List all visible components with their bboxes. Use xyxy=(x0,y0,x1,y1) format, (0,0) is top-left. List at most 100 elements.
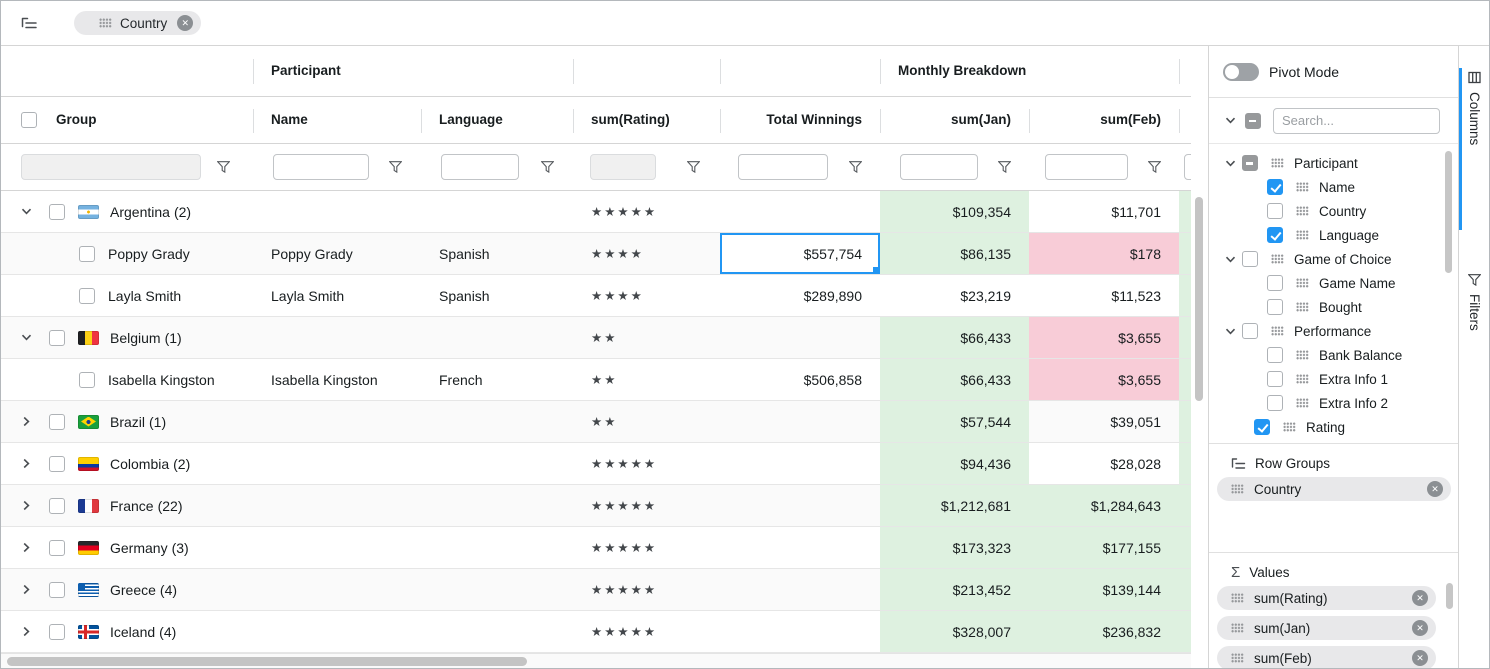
rating-stars-cell[interactable]: ★★★★ xyxy=(591,289,644,303)
group-chip-country[interactable]: Country ✕ xyxy=(74,11,202,35)
group-cell[interactable]: Iceland (4) xyxy=(1,611,253,652)
filter-input-total-winnings[interactable] xyxy=(738,154,828,180)
column-checkbox[interactable] xyxy=(1267,275,1283,291)
sum-jan-cell[interactable]: $66,433 xyxy=(880,359,1029,400)
remove-value-icon[interactable]: ✕ xyxy=(1412,620,1428,636)
sum-mar-cell-partial[interactable] xyxy=(1179,611,1191,652)
filter-funnel-icon-group[interactable] xyxy=(217,161,230,173)
row-checkbox[interactable] xyxy=(49,497,65,514)
remove-value-icon[interactable]: ✕ xyxy=(1412,590,1428,606)
tree-item-language[interactable]: Language xyxy=(1209,223,1458,247)
sum-feb-cell[interactable]: $3,655 xyxy=(1029,317,1179,358)
tree-item-game-of-choice[interactable]: Game of Choice xyxy=(1209,247,1458,271)
expand-chevron-icon[interactable] xyxy=(19,332,33,343)
name-cell[interactable]: Poppy Grady xyxy=(271,245,353,262)
sum-mar-cell-partial[interactable] xyxy=(1179,275,1191,316)
tree-item-country[interactable]: Country xyxy=(1209,199,1458,223)
name-cell[interactable]: Layla Smith xyxy=(271,287,345,304)
expand-chevron-icon[interactable] xyxy=(19,584,33,595)
chevron-down-icon[interactable] xyxy=(1224,254,1236,265)
row-checkbox[interactable] xyxy=(49,455,65,472)
row-checkbox[interactable] xyxy=(79,245,95,262)
expand-all-chevron-icon[interactable] xyxy=(1224,115,1236,126)
value-chip-sum-feb[interactable]: sum(Feb) ✕ xyxy=(1217,646,1436,668)
name-cell[interactable] xyxy=(253,569,421,610)
filter-funnel-icon-sum-feb[interactable] xyxy=(1148,161,1161,173)
sum-jan-cell[interactable]: $23,219 xyxy=(960,287,1011,304)
group-cell[interactable]: Brazil (1) xyxy=(1,401,253,442)
total-winnings-cell[interactable]: $506,858 xyxy=(803,371,862,388)
value-chip-sum-jan[interactable]: sum(Jan) ✕ xyxy=(1217,616,1436,640)
language-cell[interactable] xyxy=(421,443,573,484)
name-cell[interactable] xyxy=(253,191,421,232)
tree-item-extra-info-1[interactable]: Extra Info 1 xyxy=(1209,367,1458,391)
name-cell[interactable] xyxy=(253,317,421,358)
expand-chevron-icon[interactable] xyxy=(19,416,33,427)
group-cell[interactable]: Layla Smith xyxy=(1,275,253,316)
remove-group-icon[interactable]: ✕ xyxy=(177,15,194,31)
rating-stars-cell[interactable]: ★★★★★ xyxy=(591,625,658,639)
drag-grip-icon[interactable] xyxy=(1283,422,1296,432)
total-winnings-cell[interactable] xyxy=(720,401,880,442)
column-search-input[interactable] xyxy=(1273,107,1440,134)
total-winnings-cell[interactable] xyxy=(720,191,880,232)
chevron-down-icon[interactable] xyxy=(1224,158,1236,169)
group-cell[interactable]: Colombia (2) xyxy=(1,443,253,484)
language-cell[interactable] xyxy=(421,611,573,652)
sum-jan-cell[interactable]: $173,323 xyxy=(880,527,1029,568)
tree-item-rating[interactable]: Rating xyxy=(1209,415,1458,439)
total-winnings-cell[interactable] xyxy=(720,569,880,610)
name-cell[interactable] xyxy=(253,443,421,484)
rating-stars-cell[interactable]: ★★★★★ xyxy=(591,499,658,513)
group-cell[interactable]: Greece (4) xyxy=(1,569,253,610)
sum-mar-cell-partial[interactable] xyxy=(1179,401,1191,442)
column-checkbox[interactable] xyxy=(1267,371,1283,387)
expand-chevron-icon[interactable] xyxy=(19,626,33,637)
sum-feb-cell[interactable]: $3,655 xyxy=(1029,359,1179,400)
column-checkbox[interactable] xyxy=(1242,155,1258,171)
col-header-sum-rating[interactable]: sum(Rating) xyxy=(591,112,670,127)
tree-scrollbar-thumb[interactable] xyxy=(1445,151,1452,273)
sum-jan-cell[interactable]: $213,452 xyxy=(880,569,1029,610)
drag-grip-icon[interactable] xyxy=(1296,278,1309,288)
language-cell[interactable] xyxy=(421,527,573,568)
col-header-sum-feb[interactable]: sum(Feb) xyxy=(1100,112,1161,127)
drag-grip-icon[interactable] xyxy=(1231,593,1244,603)
language-cell[interactable]: French xyxy=(439,371,483,388)
rating-stars-cell[interactable]: ★★★★★ xyxy=(591,205,658,219)
filter-funnel-icon-sum-rating[interactable] xyxy=(687,161,700,173)
row-checkbox[interactable] xyxy=(49,203,65,220)
column-checkbox[interactable] xyxy=(1242,323,1258,339)
group-header-participant[interactable]: Participant xyxy=(271,63,341,78)
column-checkbox[interactable] xyxy=(1267,395,1283,411)
sum-jan-cell[interactable]: $1,212,681 xyxy=(880,485,1029,526)
drag-grip-icon[interactable] xyxy=(1271,158,1284,168)
tree-item-name[interactable]: Name xyxy=(1209,175,1458,199)
sum-jan-cell[interactable]: $66,433 xyxy=(880,317,1029,358)
filter-input-name[interactable] xyxy=(273,154,369,180)
sum-mar-cell-partial[interactable] xyxy=(1179,443,1191,484)
sum-jan-cell[interactable]: $57,544 xyxy=(880,401,1029,442)
column-checkbox[interactable] xyxy=(1267,299,1283,315)
sum-jan-cell[interactable]: $328,007 xyxy=(880,611,1029,652)
values-scrollbar-thumb[interactable] xyxy=(1446,583,1453,609)
total-winnings-cell[interactable] xyxy=(720,317,880,358)
column-checkbox[interactable] xyxy=(1267,203,1283,219)
rating-stars-cell[interactable]: ★★ xyxy=(591,331,618,345)
group-cell[interactable]: Isabella Kingston xyxy=(1,359,253,400)
name-cell[interactable] xyxy=(253,485,421,526)
drag-grip-icon[interactable] xyxy=(1231,653,1244,663)
row-checkbox[interactable] xyxy=(79,287,95,304)
tree-item-extra-info-2[interactable]: Extra Info 2 xyxy=(1209,391,1458,415)
sum-feb-cell[interactable]: $11,523 xyxy=(1111,287,1161,304)
col-header-name[interactable]: Name xyxy=(271,112,308,127)
total-winnings-cell-selected[interactable]: $557,754 xyxy=(720,233,880,274)
rating-stars-cell[interactable]: ★★★★ xyxy=(591,247,644,261)
name-cell[interactable] xyxy=(253,527,421,568)
sum-feb-cell[interactable]: $177,155 xyxy=(1029,527,1179,568)
filter-funnel-icon-total-winnings[interactable] xyxy=(849,161,862,173)
filter-input-sum-jan[interactable] xyxy=(900,154,978,180)
language-cell[interactable] xyxy=(421,569,573,610)
sum-mar-cell-partial[interactable] xyxy=(1179,485,1191,526)
sum-feb-cell[interactable]: $28,028 xyxy=(1110,455,1161,472)
